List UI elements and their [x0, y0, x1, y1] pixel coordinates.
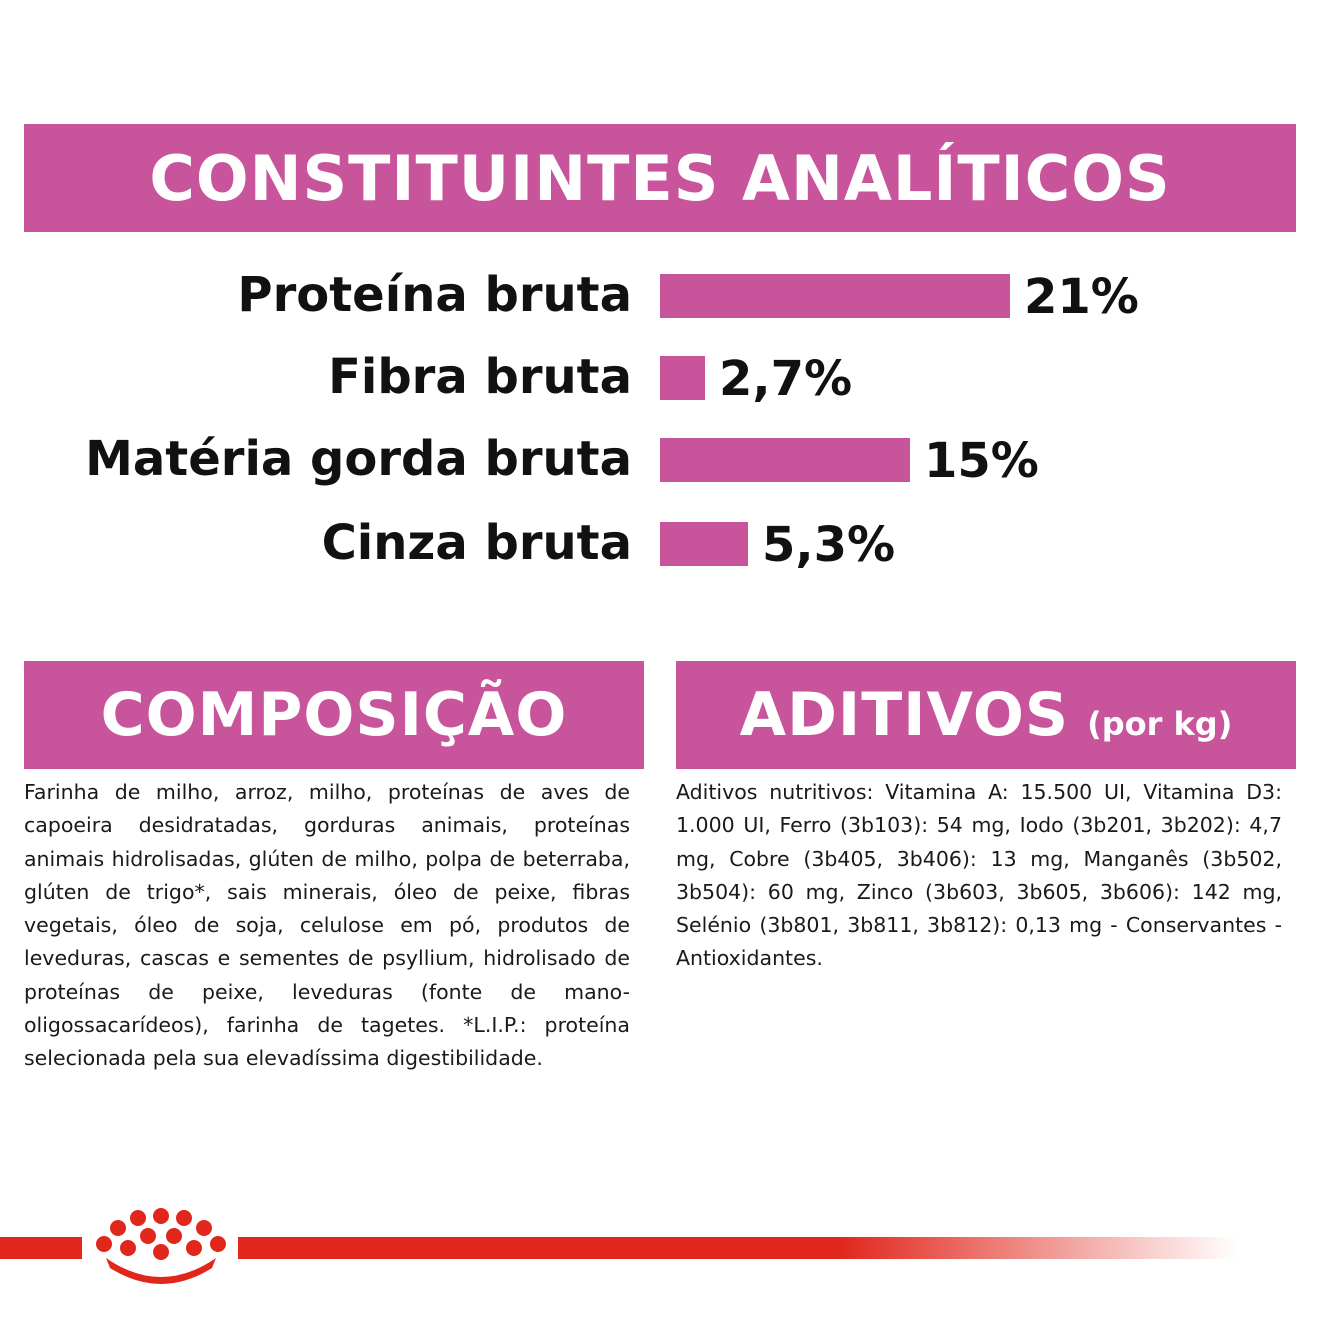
- additives-title: ADITIVOS: [739, 680, 1070, 750]
- analytics-row-label: Fibra bruta: [328, 349, 632, 405]
- footer-red-line-left: [0, 1237, 82, 1259]
- analytics-row-label: Proteína bruta: [237, 267, 632, 323]
- analytics-bar: [660, 438, 910, 482]
- composition-text: Farinha de milho, arroz, milho, proteína…: [24, 780, 630, 1071]
- analytics-title: CONSTITUINTES ANALÍTICOS: [149, 141, 1171, 215]
- analytics-bar: [660, 274, 1010, 318]
- additives-text: Aditivos nutritivos: Vitamina A: 15.500 …: [676, 780, 1282, 971]
- analytics-bar: [660, 522, 748, 566]
- analytics-value: 2,7%: [719, 351, 853, 407]
- analytics-title-banner: CONSTITUINTES ANALÍTICOS: [24, 124, 1296, 232]
- analytics-value: 21%: [1024, 269, 1139, 325]
- analytics-bar: [660, 356, 705, 400]
- analytics-row-protein: Proteína bruta 21%: [0, 260, 1320, 330]
- crown-icon: [96, 1208, 226, 1284]
- analytics-row-ash: Cinza bruta 5,3%: [0, 508, 1320, 578]
- analytics-row-fiber: Fibra bruta 2,7%: [0, 342, 1320, 412]
- additives-title-banner: ADITIVOS (por kg): [676, 661, 1296, 769]
- analytics-row-label: Cinza bruta: [321, 515, 632, 571]
- analytics-row-label: Matéria gorda bruta: [85, 431, 632, 487]
- footer-red-line-right: [238, 1237, 1238, 1259]
- composition-title: COMPOSIÇÃO: [100, 680, 568, 750]
- analytics-value: 15%: [924, 433, 1039, 489]
- analytics-value: 5,3%: [762, 517, 896, 573]
- additives-unit: (por kg): [1087, 705, 1233, 743]
- composition-title-banner: COMPOSIÇÃO: [24, 661, 644, 769]
- analytics-row-fat: Matéria gorda bruta 15%: [0, 424, 1320, 494]
